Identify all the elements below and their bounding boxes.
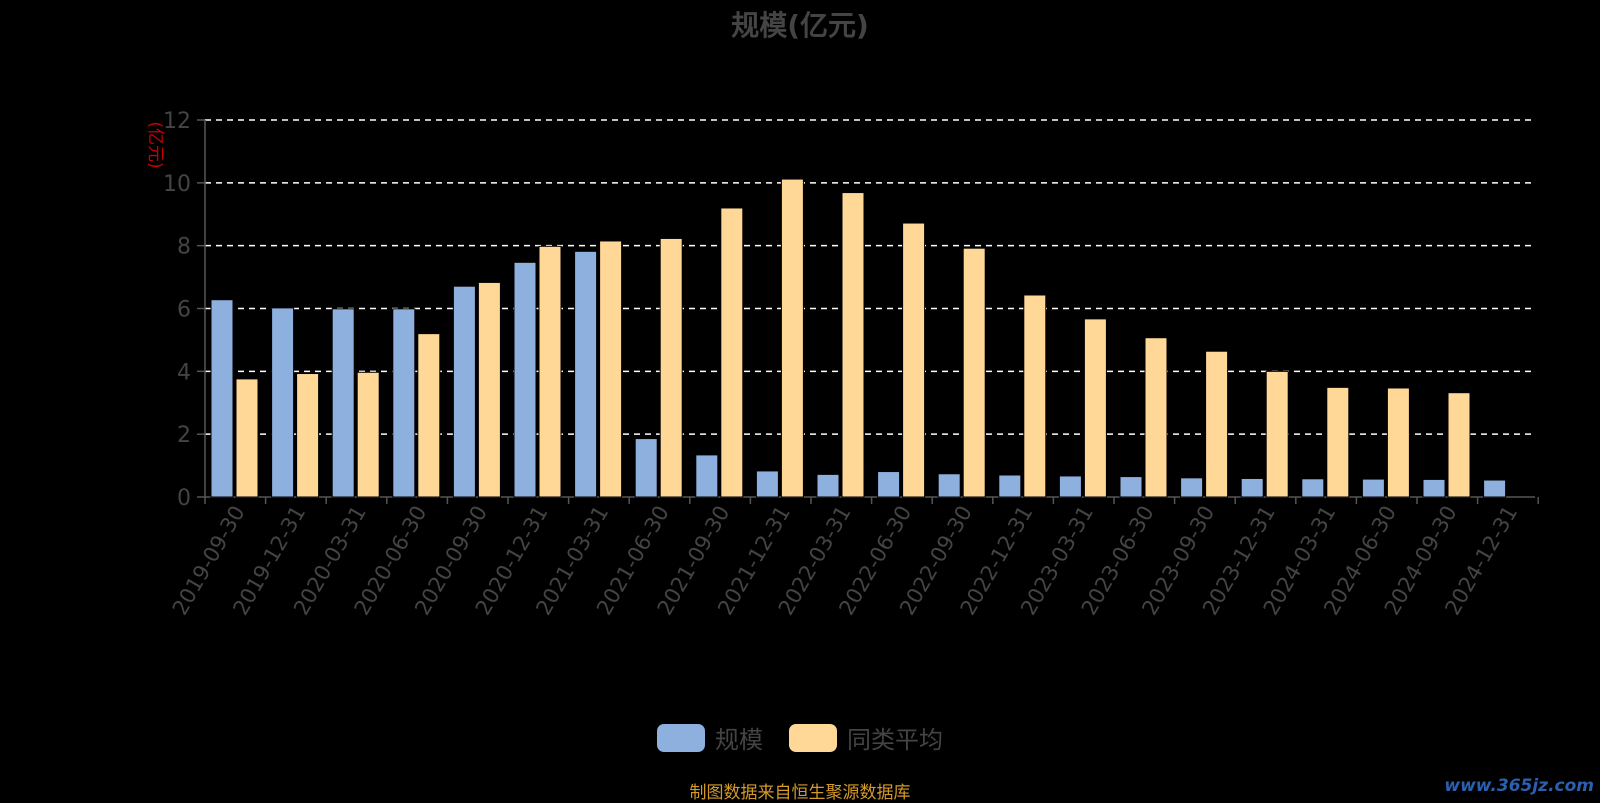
bar-scale <box>877 471 901 498</box>
y-tick-label: 2 <box>177 423 191 448</box>
bar-category-average <box>599 240 623 498</box>
bar-category-average <box>1205 350 1229 498</box>
bar-scale <box>271 307 295 498</box>
y-tick-label: 0 <box>177 486 191 511</box>
watermark: www.365jz.com <box>1444 776 1594 796</box>
data-source-note: 制图数据来自恒生聚源数据库 <box>689 783 911 803</box>
y-tick-label: 6 <box>177 298 191 323</box>
bar-category-average <box>1023 294 1047 498</box>
bar-scale <box>1240 477 1264 498</box>
bar-scale <box>1180 477 1204 498</box>
legend-swatch-category-average <box>789 723 837 752</box>
bar-category-average <box>659 237 683 498</box>
bar-category-average <box>1144 337 1168 498</box>
bar-category-average <box>235 378 259 498</box>
bar-category-average <box>841 192 865 498</box>
legend-label-category-average: 同类平均 <box>847 726 943 754</box>
bar-scale <box>331 308 355 498</box>
y-tick-label: 10 <box>163 172 191 197</box>
legend-label-scale: 规模 <box>715 726 763 754</box>
bar-scale <box>755 470 779 498</box>
bar-category-average <box>1083 318 1107 498</box>
bar-scale <box>392 308 416 498</box>
legend-swatch-scale <box>657 723 705 752</box>
bar-scale <box>210 299 234 498</box>
bar-scale <box>1301 478 1325 498</box>
bar-scale <box>634 438 658 498</box>
bar-category-average <box>962 247 986 498</box>
bar-category-average <box>902 222 926 498</box>
chart-legend: 规模 同类平均 <box>0 720 1600 755</box>
bar-scale <box>998 474 1022 498</box>
bar-scale <box>695 454 719 498</box>
y-tick-label: 4 <box>177 360 191 385</box>
bar-category-average <box>356 371 380 498</box>
bar-scale <box>1483 479 1507 498</box>
y-tick-label: 12 <box>163 109 191 134</box>
bar-scale <box>1361 478 1385 498</box>
bar-scale <box>937 473 961 498</box>
bar-scale <box>513 261 537 498</box>
bar-category-average <box>1386 387 1410 498</box>
legend-item-scale[interactable]: 规模 <box>657 720 763 755</box>
bar-category-average <box>1326 386 1350 498</box>
chart-title: 规模(亿元) <box>731 9 869 42</box>
bar-scale <box>1119 476 1143 498</box>
legend-item-category-average[interactable]: 同类平均 <box>789 720 943 755</box>
y-axis-label: (亿元) <box>145 121 165 168</box>
bar-category-average <box>417 333 441 498</box>
bar-scale <box>1422 478 1446 498</box>
bar-category-average <box>296 373 320 498</box>
bar-scale <box>574 250 598 498</box>
bar-category-average <box>477 281 501 498</box>
bar-category-average <box>1265 370 1289 498</box>
bar-scale <box>816 473 840 498</box>
bar-scale <box>1058 475 1082 498</box>
bar-category-average <box>720 207 744 498</box>
bar-category-average <box>1447 392 1471 498</box>
bar-scale <box>452 285 476 498</box>
bar-category-average <box>538 245 562 498</box>
bar-category-average <box>780 178 804 498</box>
y-tick-label: 8 <box>177 235 191 260</box>
